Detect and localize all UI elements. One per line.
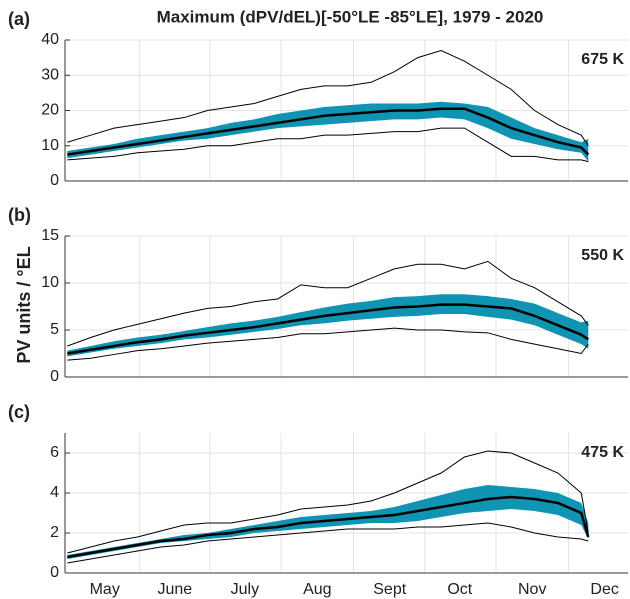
x-tick-label: June bbox=[157, 581, 192, 598]
y-tick-label: 30 bbox=[41, 66, 59, 83]
annotation: 550 K bbox=[581, 247, 624, 264]
y-tick-label: 5 bbox=[50, 321, 59, 338]
data-line bbox=[67, 303, 589, 355]
y-tick-label: 0 bbox=[50, 172, 59, 189]
y-tick-label: 0 bbox=[50, 368, 59, 385]
panel-label: (b) bbox=[8, 205, 31, 225]
panel-label: (c) bbox=[8, 402, 30, 422]
x-tick-label: Aug bbox=[303, 581, 331, 598]
annotation: 675 K bbox=[581, 51, 624, 68]
data-line bbox=[67, 522, 589, 564]
data-line bbox=[67, 327, 589, 361]
x-tick-label: July bbox=[231, 581, 259, 598]
y-tick-label: 6 bbox=[50, 444, 59, 461]
data-line bbox=[67, 450, 589, 554]
data-line bbox=[67, 260, 589, 347]
y-tick-label: 40 bbox=[41, 31, 59, 48]
y-tick-label: 15 bbox=[41, 227, 59, 244]
y-tick-label: 0 bbox=[50, 564, 59, 581]
y-tick-label: 2 bbox=[50, 524, 59, 541]
x-tick-label: Dec bbox=[590, 581, 618, 598]
data-line bbox=[67, 495, 590, 559]
spread-band bbox=[67, 101, 589, 162]
x-tick-label: May bbox=[90, 581, 120, 598]
data-line bbox=[67, 50, 589, 147]
annotation: 475 K bbox=[581, 444, 624, 461]
data-line bbox=[67, 127, 589, 163]
spread-band bbox=[67, 294, 589, 357]
x-tick-label: Sept bbox=[373, 581, 406, 598]
chart-title: Maximum (dPV/dEL)[-50°LE -85°LE], 1979 -… bbox=[157, 7, 544, 26]
data-line bbox=[67, 107, 590, 156]
y-axis-label: PV units / °EL bbox=[14, 246, 34, 363]
x-tick-label: Oct bbox=[447, 581, 472, 598]
y-tick-label: 10 bbox=[41, 137, 59, 154]
panel-label: (a) bbox=[8, 9, 30, 29]
y-tick-label: 4 bbox=[50, 484, 59, 501]
y-tick-label: 20 bbox=[41, 102, 59, 119]
y-tick-label: 10 bbox=[41, 274, 59, 291]
x-tick-label: Nov bbox=[518, 581, 546, 598]
